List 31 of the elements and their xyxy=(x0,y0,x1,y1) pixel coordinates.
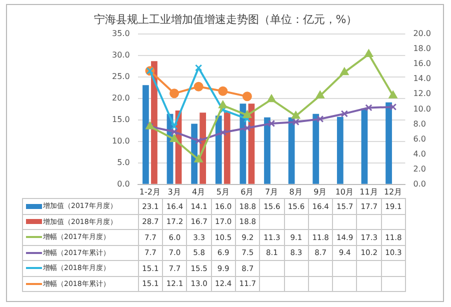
x-tick-label: 1-2月 xyxy=(139,187,161,196)
y-tick-label: 15.0 xyxy=(112,115,130,124)
x-tick-label: 12月 xyxy=(384,187,402,196)
y-tick-label: 20.0 xyxy=(112,94,130,103)
x-tick-label: 6月 xyxy=(240,187,254,196)
x-tick-label: 8月 xyxy=(289,187,302,196)
chart-title: 宁海县规上工业增加值增速走势图（单位：亿元，%） xyxy=(92,12,358,27)
y2-tick-label: 0.0 xyxy=(413,179,426,188)
y2-tick-label: 12.0 xyxy=(413,89,431,98)
y2-tick-label: 16.0 xyxy=(413,59,431,68)
y-tick-label: 10.0 xyxy=(112,136,130,146)
x-tick-label: 7月 xyxy=(264,187,278,196)
x-tick-label: 5月 xyxy=(216,187,230,196)
x-tick-label: 10月 xyxy=(335,187,354,196)
y2-tick-label: 2.0 xyxy=(413,164,426,174)
y-tick-label: 5.0 xyxy=(117,158,130,167)
y2-tick-label: 18.0 xyxy=(413,44,431,54)
x-tick-label: 9月 xyxy=(314,187,327,196)
y-tick-label: 25.0 xyxy=(112,72,130,82)
y-tick-label: 35.0 xyxy=(112,29,130,38)
x-tick-label: 11月 xyxy=(360,187,378,196)
y-tick-label: 0.0 xyxy=(117,179,130,188)
x-tick-label: 4月 xyxy=(192,187,206,196)
y2-tick-label: 6.0 xyxy=(413,134,426,144)
y2-tick-label: 10.0 xyxy=(413,104,431,114)
y2-tick-label: 20.0 xyxy=(413,29,431,38)
y-tick-label: 30.0 xyxy=(112,50,130,60)
y2-tick-label: 4.0 xyxy=(413,149,426,158)
x-tick-label: 3月 xyxy=(168,187,181,196)
y2-tick-label: 8.0 xyxy=(413,119,426,128)
y2-tick-label: 14.0 xyxy=(413,74,431,84)
